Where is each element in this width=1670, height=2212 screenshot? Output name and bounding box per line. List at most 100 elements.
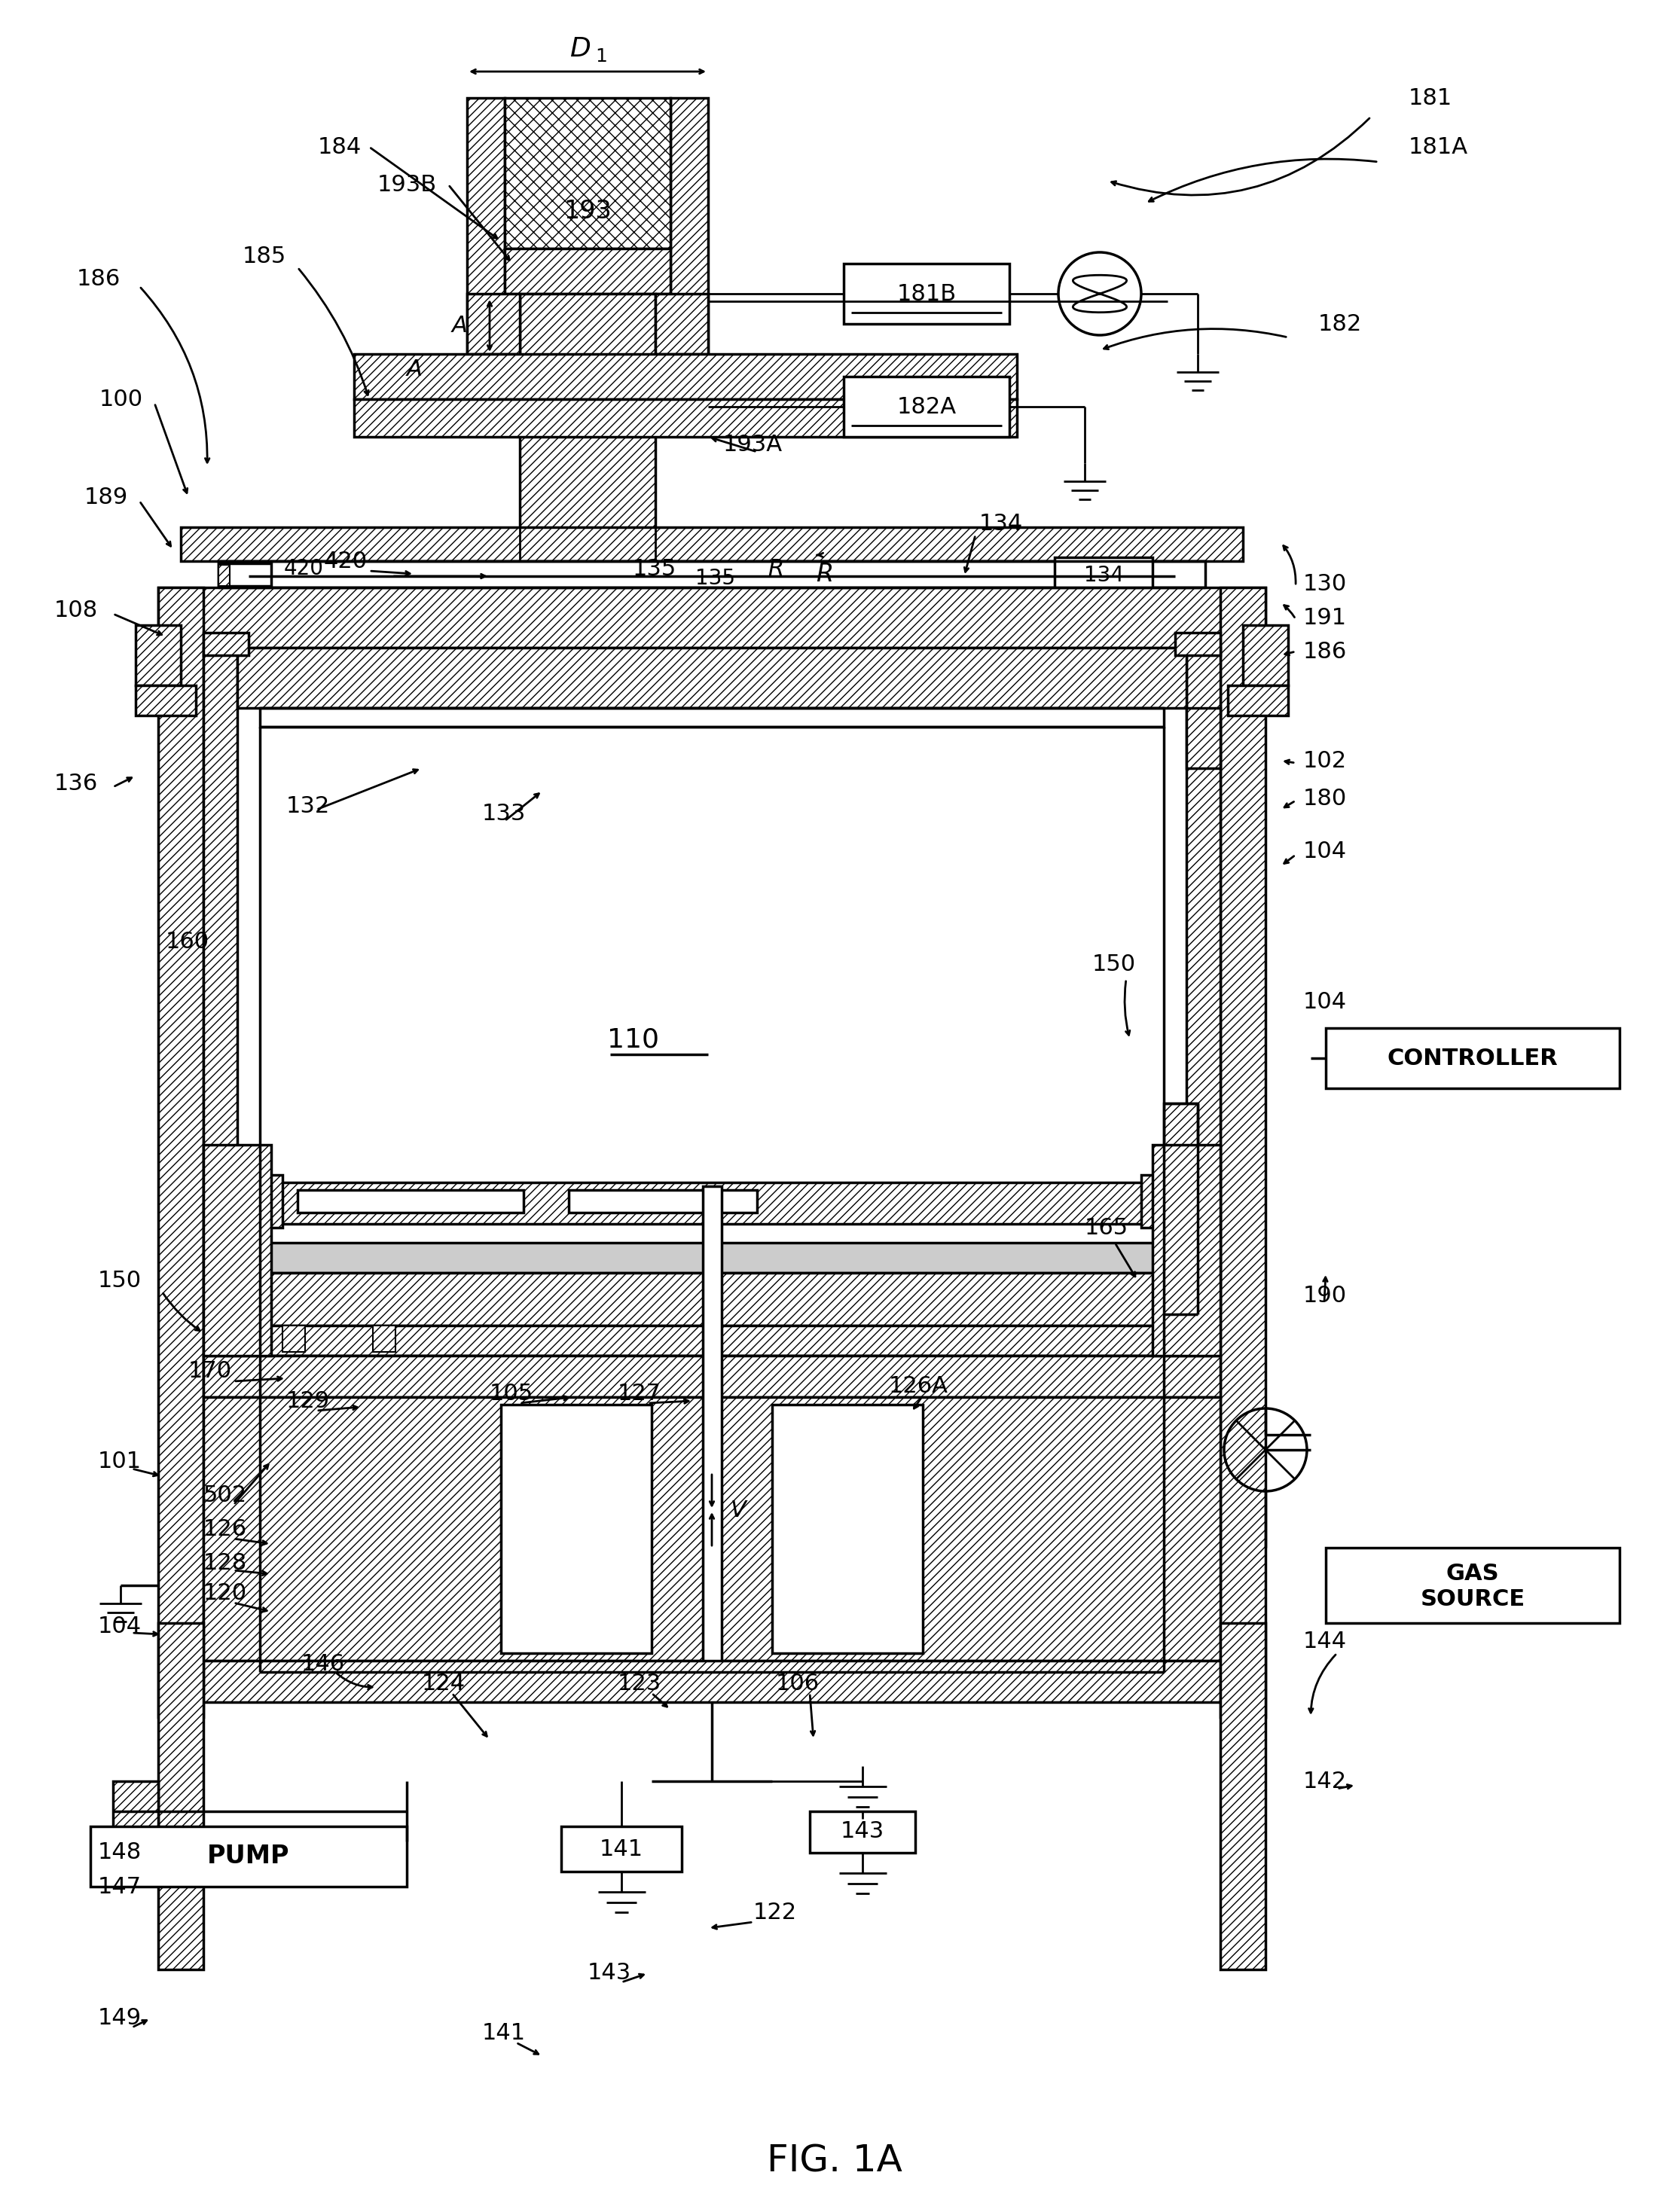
Text: 104: 104 xyxy=(1303,841,1348,863)
Bar xyxy=(468,294,519,354)
Bar xyxy=(501,1405,651,1652)
Text: R: R xyxy=(768,557,783,580)
Bar xyxy=(843,376,1009,436)
Text: 124: 124 xyxy=(423,1672,466,1694)
Bar xyxy=(204,1356,1221,1398)
Bar xyxy=(1326,1548,1620,1624)
Bar xyxy=(204,1398,1221,1661)
Bar xyxy=(372,1325,396,1352)
Bar xyxy=(504,97,670,248)
Bar xyxy=(1242,626,1288,686)
Bar xyxy=(843,263,1009,323)
Bar xyxy=(772,1405,924,1652)
Bar xyxy=(135,626,180,686)
Bar xyxy=(504,248,670,294)
Text: 502: 502 xyxy=(204,1484,247,1506)
Text: 191: 191 xyxy=(1303,606,1348,628)
Text: 123: 123 xyxy=(618,1672,661,1694)
Text: 181B: 181B xyxy=(897,283,957,305)
Bar xyxy=(90,1827,407,1887)
Text: 133: 133 xyxy=(483,803,526,825)
Bar xyxy=(252,1325,1171,1356)
Bar xyxy=(297,1190,523,1212)
Bar xyxy=(204,648,237,1385)
Text: 135: 135 xyxy=(633,557,676,580)
Text: 160: 160 xyxy=(165,931,209,953)
Text: 100: 100 xyxy=(99,389,144,409)
Bar xyxy=(219,564,230,586)
Text: 105: 105 xyxy=(489,1382,533,1405)
Text: 149: 149 xyxy=(99,2008,142,2028)
Text: SOURCE: SOURCE xyxy=(1420,1588,1525,1610)
Bar xyxy=(1054,557,1152,593)
Bar xyxy=(180,526,1242,562)
Bar xyxy=(1152,1146,1221,1356)
Text: 134: 134 xyxy=(1084,564,1124,586)
Text: 144: 144 xyxy=(1303,1630,1348,1652)
Text: FIG. 1A: FIG. 1A xyxy=(767,2143,902,2179)
Text: 186: 186 xyxy=(1303,641,1348,661)
Text: 120: 120 xyxy=(204,1582,247,1604)
Text: A: A xyxy=(406,358,423,380)
Bar xyxy=(252,1175,282,1228)
Bar xyxy=(1141,1175,1171,1228)
Text: 420: 420 xyxy=(284,557,324,580)
Bar xyxy=(354,354,1017,398)
Bar xyxy=(1186,708,1221,768)
Bar xyxy=(1221,1624,1266,1969)
Text: 189: 189 xyxy=(84,487,129,509)
Text: 165: 165 xyxy=(1086,1217,1129,1239)
Bar xyxy=(159,588,1266,648)
Text: 143: 143 xyxy=(588,1962,631,1984)
Bar xyxy=(1326,1029,1620,1088)
Text: V: V xyxy=(730,1500,746,1522)
Text: 150: 150 xyxy=(1092,953,1136,975)
Text: 193: 193 xyxy=(563,199,611,223)
Text: 130: 130 xyxy=(1303,573,1348,595)
Text: GAS: GAS xyxy=(1446,1564,1500,1586)
Text: 102: 102 xyxy=(1303,750,1348,772)
Bar xyxy=(159,1624,204,1969)
Text: 110: 110 xyxy=(606,1026,658,1053)
Bar xyxy=(1164,1104,1197,1314)
Bar xyxy=(267,1183,1156,1223)
Text: 146: 146 xyxy=(301,1655,346,1674)
Text: 180: 180 xyxy=(1303,787,1348,810)
Text: 135: 135 xyxy=(696,568,735,588)
Text: 142: 142 xyxy=(1303,1770,1348,1792)
Text: 193B: 193B xyxy=(377,173,438,195)
Text: 126A: 126A xyxy=(888,1376,949,1396)
Text: 193A: 193A xyxy=(723,434,783,456)
Bar xyxy=(114,1781,159,1840)
Text: 136: 136 xyxy=(53,772,99,794)
Text: D: D xyxy=(569,35,591,62)
Text: 185: 185 xyxy=(242,246,286,268)
Bar xyxy=(703,1186,721,1699)
Bar xyxy=(1176,633,1221,655)
Bar xyxy=(670,97,708,422)
Bar xyxy=(561,1827,681,1871)
Bar xyxy=(810,1812,915,1854)
Text: 141: 141 xyxy=(483,2022,526,2044)
Bar xyxy=(204,633,249,655)
Text: 104: 104 xyxy=(1303,991,1348,1013)
Text: 108: 108 xyxy=(53,599,99,622)
Bar xyxy=(1221,588,1266,1717)
Bar xyxy=(252,1356,1171,1398)
Bar xyxy=(354,398,1017,436)
Text: 127: 127 xyxy=(618,1382,661,1405)
Text: 190: 190 xyxy=(1303,1285,1348,1307)
Bar xyxy=(655,294,708,354)
Text: 141: 141 xyxy=(600,1838,643,1860)
Text: 1: 1 xyxy=(595,46,608,66)
Text: 186: 186 xyxy=(77,268,120,290)
Text: 148: 148 xyxy=(99,1843,142,1865)
Text: 147: 147 xyxy=(99,1876,142,1898)
Bar xyxy=(261,708,1164,728)
Text: 128: 128 xyxy=(204,1553,247,1573)
Bar xyxy=(267,1272,1156,1325)
Text: 134: 134 xyxy=(979,513,1024,535)
Text: PUMP: PUMP xyxy=(207,1845,291,1869)
Text: 101: 101 xyxy=(99,1451,142,1471)
Text: 182: 182 xyxy=(1318,312,1363,334)
